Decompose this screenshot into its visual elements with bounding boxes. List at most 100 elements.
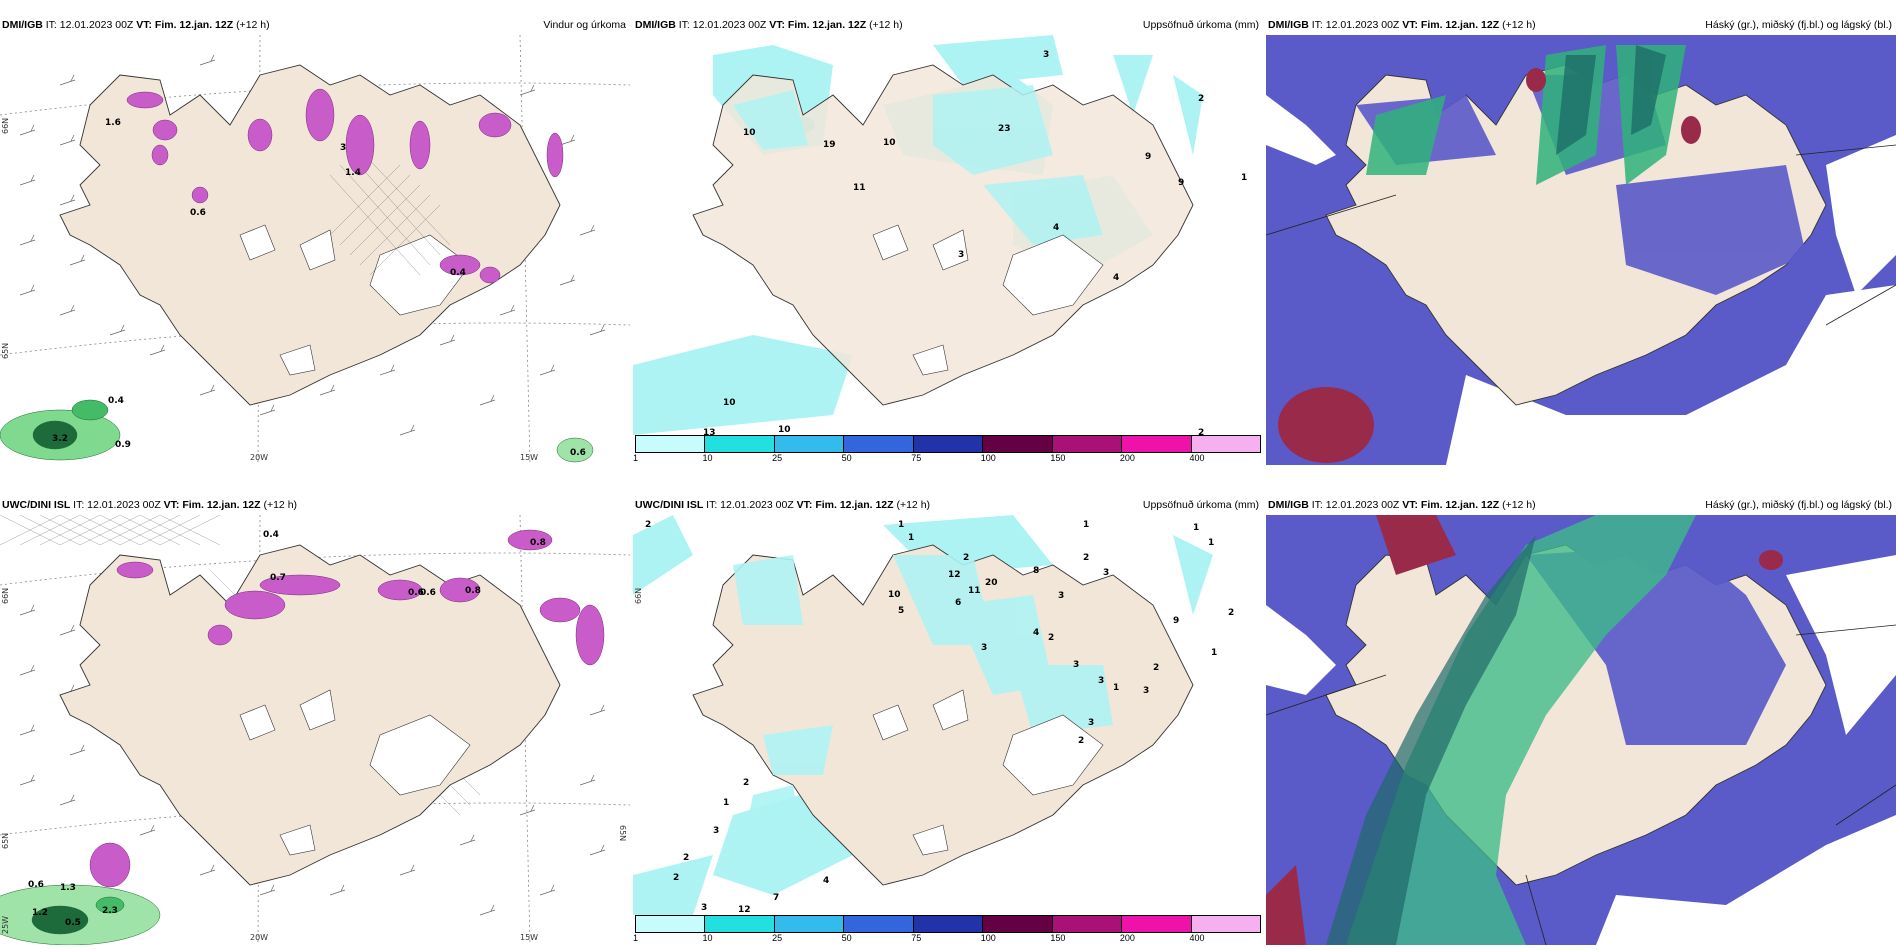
colorbar-segment bbox=[705, 436, 775, 452]
colorbar-segment bbox=[636, 436, 706, 452]
lead-time: (+12 h) bbox=[896, 499, 931, 511]
precip-value: 1 bbox=[1113, 683, 1119, 693]
precip-value: 10 bbox=[888, 590, 901, 600]
colorbar-tick-label: 10 bbox=[702, 453, 713, 463]
precip-value: 1 bbox=[1083, 520, 1089, 530]
panel-title: Uppsöfnuð úrkoma (mm) bbox=[1142, 499, 1259, 511]
iceland-land bbox=[692, 64, 1194, 406]
precip-value: 10 bbox=[743, 128, 756, 138]
valid-time: VT: Fim. 12.jan. 12Z bbox=[796, 499, 894, 511]
precip-value: 2 bbox=[1083, 553, 1089, 563]
colorbar-tick-label: 1 bbox=[633, 933, 639, 943]
colorbar-segment bbox=[1191, 916, 1260, 932]
precip-value: 3.2 bbox=[52, 434, 68, 444]
precip-value: 3 bbox=[701, 903, 707, 913]
colorbar-tick-label: 25 bbox=[772, 453, 783, 463]
lat-label: 65N bbox=[1, 833, 10, 849]
lat-label: 65N bbox=[618, 825, 627, 841]
panel-header: UWC/DINI ISL IT: 12.01.2023 00Z VT: Fim.… bbox=[0, 495, 630, 515]
colorbar-tick-label: 50 bbox=[841, 453, 852, 463]
precip-value: 1 bbox=[1193, 523, 1199, 533]
precip-value: 3 bbox=[340, 143, 346, 153]
panel-header: DMI/IGB IT: 12.01.2023 00Z VT: Fim. 12.j… bbox=[1266, 15, 1896, 35]
precip-value: 13 bbox=[703, 428, 716, 435]
precip-value: 3 bbox=[1058, 591, 1064, 601]
colorbar-tick-label: 150 bbox=[1050, 933, 1066, 943]
precip-value: 1.6 bbox=[105, 118, 121, 128]
accumulated-precip-map: 3 10 10 19 2 23 11 9 9 1 4 4 3 10 10 13 … bbox=[633, 35, 1263, 435]
panel-header: DMI/IGB IT: 12.01.2023 00Z VT: Fim. 12.j… bbox=[0, 15, 630, 35]
precip-value: 10 bbox=[723, 398, 736, 408]
colorbar-tick-label: 100 bbox=[980, 933, 996, 943]
precip-value: 11 bbox=[853, 183, 866, 193]
colorbar-segment bbox=[705, 916, 775, 932]
accumulated-precip-map: 2 1 1 1 2 12 10 5 6 11 20 8 3 2 3 9 1 1 … bbox=[633, 515, 1263, 915]
precip-value: 2 bbox=[1048, 633, 1054, 643]
precip-value: 1.4 bbox=[345, 168, 361, 178]
precip-value: 9 bbox=[1178, 178, 1184, 188]
precip-value: 2 bbox=[683, 853, 689, 863]
panel-top-right: DMI/IGB IT: 12.01.2023 00Z VT: Fim. 12.j… bbox=[1266, 15, 1896, 465]
lon-label: 15W bbox=[520, 453, 538, 462]
precip-value: 3 bbox=[981, 643, 987, 653]
precip-value: 4 bbox=[1113, 273, 1119, 283]
colorbar-tick-label: 400 bbox=[1189, 453, 1205, 463]
precip-value: 2 bbox=[645, 520, 651, 530]
panel-bottom-middle: UWC/DINI ISL IT: 12.01.2023 00Z VT: Fim.… bbox=[633, 495, 1263, 945]
init-time: IT: 12.01.2023 00Z bbox=[1311, 19, 1400, 31]
precip-value: 2 bbox=[963, 553, 969, 563]
precip-value: 0.6 bbox=[420, 588, 436, 598]
panel-title: Háský (gr.), miðský (fj.bl.) og lágský (… bbox=[1705, 19, 1892, 31]
panel-bottom-left: UWC/DINI ISL IT: 12.01.2023 00Z VT: Fim.… bbox=[0, 495, 630, 945]
colorbar-labels: 1 10 25 50 75 100 150 200 400 bbox=[633, 933, 1261, 945]
precip-value: 7 bbox=[773, 893, 779, 903]
precip-value: 0.7 bbox=[270, 573, 286, 583]
precip-value: 12 bbox=[738, 905, 751, 915]
precip-value: 10 bbox=[883, 138, 896, 148]
lat-label: 66N bbox=[634, 588, 643, 604]
colorbar-tick-label: 400 bbox=[1189, 933, 1205, 943]
colorbar-tick-label: 200 bbox=[1119, 933, 1135, 943]
model-name: DMI/IGB bbox=[1268, 19, 1309, 31]
precip-value: 3 bbox=[1098, 676, 1104, 686]
colorbar-tick-label: 1 bbox=[633, 453, 639, 463]
colorbar-segment bbox=[774, 436, 845, 452]
init-time: IT: 12.01.2023 00Z bbox=[45, 19, 134, 31]
precip-value: 0.5 bbox=[65, 918, 81, 928]
precip-value: 3 bbox=[958, 250, 964, 260]
lon-label: 25W bbox=[1, 916, 10, 934]
precip-value: 11 bbox=[968, 586, 981, 596]
lead-time: (+12 h) bbox=[1502, 19, 1536, 31]
precip-value: 0.9 bbox=[115, 440, 131, 450]
precip-value: 2 bbox=[1198, 94, 1204, 104]
precip-value: 9 bbox=[1145, 152, 1151, 162]
valid-time: VT: Fim. 12.jan. 12Z bbox=[136, 19, 234, 31]
precip-value: 3 bbox=[1103, 568, 1109, 578]
precip-value: 4 bbox=[1033, 628, 1039, 638]
colorbar-tick-label: 100 bbox=[980, 453, 996, 463]
precip-value: 5 bbox=[898, 606, 904, 616]
precip-value: 1 bbox=[898, 520, 904, 530]
precip-value: 1 bbox=[1241, 173, 1247, 183]
lat-label: 65N bbox=[1, 343, 10, 359]
valid-time: VT: Fim. 12.jan. 12Z bbox=[163, 499, 261, 511]
precip-value: 1.2 bbox=[32, 908, 48, 918]
panel-top-left: DMI/IGB IT: 12.01.2023 00Z VT: Fim. 12.j… bbox=[0, 15, 630, 465]
init-time: IT: 12.01.2023 00Z bbox=[678, 19, 767, 31]
precip-value: 2 bbox=[1198, 428, 1204, 435]
colorbar-tick-label: 200 bbox=[1119, 453, 1135, 463]
precip-value: 3 bbox=[1073, 660, 1079, 670]
precip-value: 1.3 bbox=[60, 883, 76, 893]
panel-bottom-right: DMI/IGB IT: 12.01.2023 00Z VT: Fim. 12.j… bbox=[1266, 495, 1896, 945]
precip-value: 20 bbox=[985, 578, 998, 588]
valid-time: VT: Fim. 12.jan. 12Z bbox=[1402, 19, 1500, 31]
precip-value: 0.4 bbox=[450, 268, 466, 278]
iceland-land bbox=[59, 64, 561, 406]
panel-title: Uppsöfnuð úrkoma (mm) bbox=[1142, 19, 1259, 31]
panel-top-middle: DMI/IGB IT: 12.01.2023 00Z VT: Fim. 12.j… bbox=[633, 15, 1263, 465]
lon-label: 20W bbox=[250, 933, 268, 942]
lead-time: (+12 h) bbox=[1502, 499, 1536, 511]
init-time: IT: 12.01.2023 00Z bbox=[73, 499, 161, 511]
colorbar-segment bbox=[983, 436, 1053, 452]
precip-value: 1 bbox=[1211, 648, 1217, 658]
